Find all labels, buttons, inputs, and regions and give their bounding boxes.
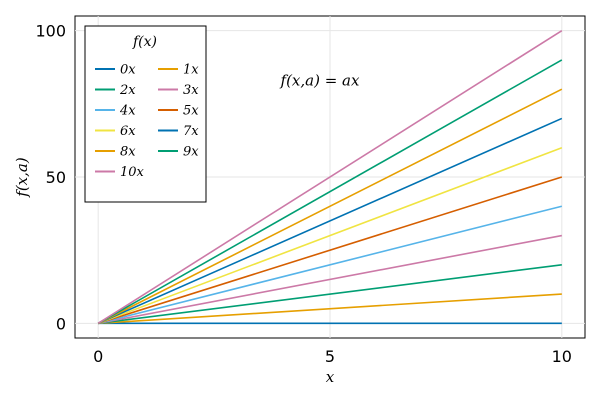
legend-item-4x: 4x xyxy=(95,104,136,119)
x-axis-label: x xyxy=(326,368,335,386)
legend-item-6x: 6x xyxy=(95,124,136,139)
series-line-6x xyxy=(97,146,563,325)
x-tick-label: 5 xyxy=(325,347,335,366)
series-line-3x xyxy=(98,234,562,325)
x-tick-label: 0 xyxy=(93,347,103,366)
legend-label: 2x xyxy=(119,83,136,98)
y-tick-label: 50 xyxy=(46,168,66,187)
legend-items: 0x 1x 2x 3x 4x 5x 6x 7x 8x 9x 10x xyxy=(95,63,199,180)
legend-title: f(x) xyxy=(132,34,157,50)
series-line-10x xyxy=(97,29,563,325)
legend-label: 9x xyxy=(183,145,199,160)
series-line-5x xyxy=(97,176,563,325)
legend-label: 5x xyxy=(183,104,199,119)
legend-label: 0x xyxy=(120,63,136,78)
legend-label: 8x xyxy=(120,145,136,160)
y-tick-label: 100 xyxy=(35,22,66,41)
series-line-8x xyxy=(97,88,563,325)
legend: f(x) 0x 1x 2x 3x 4x 5x 6x 7x 8x 9x 10x xyxy=(84,25,207,203)
series-line-1x xyxy=(98,293,562,325)
legend-label: 1x xyxy=(183,63,199,78)
y-tick-label: 0 xyxy=(56,314,66,333)
series-line-9x xyxy=(97,59,563,325)
x-tick-label: 10 xyxy=(552,347,572,366)
legend-item-3x: 3x xyxy=(158,83,199,98)
legend-item-10x: 10x xyxy=(95,165,145,180)
legend-label: 10x xyxy=(120,165,145,180)
y-axis-label: f(x,a) xyxy=(13,157,31,198)
legend-label: 3x xyxy=(183,83,199,98)
series-lines xyxy=(97,29,563,325)
legend-item-0x: 0x xyxy=(95,63,136,78)
legend-label: 4x xyxy=(119,104,136,119)
legend-label: 7x xyxy=(183,124,199,139)
series-line-4x xyxy=(97,205,563,325)
legend-box xyxy=(84,25,207,203)
legend-item-9x: 9x xyxy=(158,145,199,160)
legend-item-1x: 1x xyxy=(158,63,199,78)
legend-item-7x: 7x xyxy=(158,124,199,139)
legend-item-5x: 5x xyxy=(158,104,199,119)
series-line-7x xyxy=(97,117,563,325)
legend-label: 6x xyxy=(120,124,136,139)
formula-annotation: f(x,a) = ax xyxy=(280,71,360,89)
legend-item-2x: 2x xyxy=(95,83,136,98)
series-line-2x xyxy=(98,264,562,325)
legend-item-8x: 8x xyxy=(95,145,136,160)
